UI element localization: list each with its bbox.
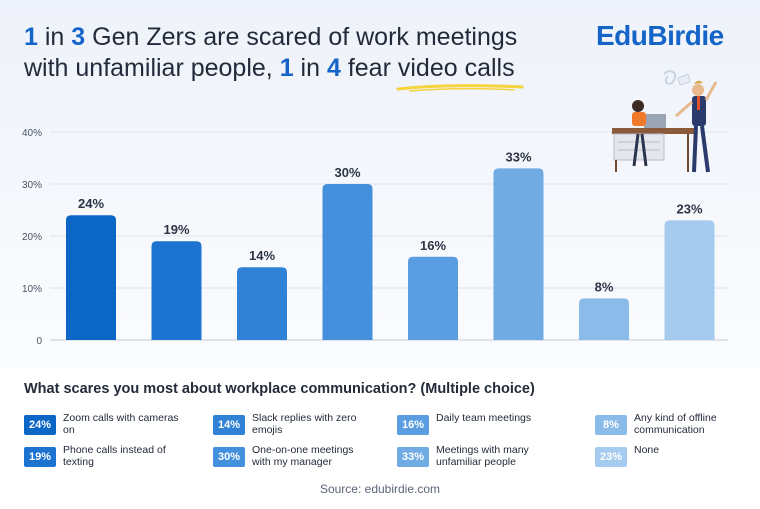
legend-label: None — [634, 444, 660, 456]
y-tick-label: 40% — [22, 128, 42, 139]
legend-badge: 16% — [397, 415, 429, 435]
legend-item: 30% One-on-one meetings with my manager — [213, 444, 368, 473]
legend-label: Slack replies with zero emojis — [252, 412, 357, 436]
legend-item: 23% None — [595, 444, 750, 473]
title-number: 4 — [326, 54, 341, 82]
legend-badge: 30% — [213, 447, 245, 467]
y-tick-label: 10% — [22, 284, 42, 295]
bar-value-label: 19% — [163, 222, 189, 237]
source-note: Source: edubirdie.com — [319, 482, 441, 496]
legend-item: 33% Meetings with many unfamiliar people — [397, 444, 552, 473]
title-text: fear — [340, 54, 398, 82]
bar-value-label: 24% — [78, 196, 104, 211]
title-underlined-phrase: video calls — [396, 53, 524, 92]
chart-value-labels: 24% 19% 14% 30% 16% 33% 8% 23% — [78, 149, 703, 294]
bar — [579, 298, 629, 340]
chart-bars — [66, 168, 715, 340]
highlight-underline-icon — [396, 84, 524, 92]
chart-legend: 24% Zoom calls with cameras on 19% Phone… — [24, 412, 744, 473]
legend-item: 14% Slack replies with zero emojis — [213, 412, 368, 441]
legend-badge: 8% — [595, 415, 627, 435]
survey-question: What scares you most about workplace com… — [24, 381, 535, 397]
title-text: with unfamiliar people, — [24, 54, 280, 82]
legend-badge: 33% — [397, 447, 429, 467]
brand-logo: EduBirdie — [596, 20, 724, 51]
bar — [493, 168, 544, 340]
bar-value-label: 8% — [595, 279, 614, 294]
bar-value-label: 14% — [249, 248, 275, 263]
office-illustration-icon — [612, 70, 718, 173]
title-text: video calls — [397, 54, 515, 82]
legend-label: Any kind of offline communication — [634, 412, 717, 436]
title-text: Gen Zers are scared of work meetings — [85, 23, 518, 51]
title-number: 3 — [71, 23, 86, 51]
title-number: 1 — [279, 54, 294, 82]
title-number: 1 — [24, 23, 38, 51]
legend-item: 8% Any kind of offline communication — [595, 412, 750, 441]
legend-label: Zoom calls with cameras on — [63, 412, 179, 436]
bar-chart: 24% 19% 14% 30% 16% 33% 8% 23% 0 10% 20% 30% 40% — [22, 128, 728, 347]
title-text: in — [37, 23, 72, 51]
y-tick-label: 30% — [22, 180, 42, 191]
bar — [151, 241, 202, 340]
bar-value-label: 23% — [676, 201, 702, 216]
legend-label: Daily team meetings — [436, 412, 532, 424]
legend-badge: 23% — [595, 447, 627, 467]
title-text: in — [293, 54, 327, 82]
chart-y-ticks: 0 10% 20% 30% 40% — [22, 128, 42, 347]
y-tick-label: 20% — [22, 232, 42, 243]
legend-label: Phone calls instead of texting — [63, 444, 166, 468]
bar — [664, 220, 715, 340]
bar-value-label: 16% — [420, 238, 446, 253]
bar — [66, 215, 116, 340]
legend-label: One-on-one meetings with my manager — [252, 444, 354, 468]
legend-badge: 24% — [24, 415, 56, 435]
y-tick-label: 0 — [36, 336, 42, 347]
legend-badge: 19% — [24, 447, 56, 467]
page-title: 1 in 3 Gen Zers are scared of work meeti… — [24, 22, 584, 92]
legend-item: 16% Daily team meetings — [397, 412, 552, 441]
legend-item: 24% Zoom calls with cameras on — [24, 412, 179, 441]
bar — [237, 267, 287, 340]
bar — [322, 184, 373, 340]
bar — [408, 256, 458, 340]
legend-label: Meetings with many unfamiliar people — [436, 444, 529, 468]
bar-value-label: 30% — [334, 165, 360, 180]
bar-value-label: 33% — [505, 149, 531, 164]
legend-item: 19% Phone calls instead of texting — [24, 444, 179, 473]
legend-badge: 14% — [213, 415, 245, 435]
